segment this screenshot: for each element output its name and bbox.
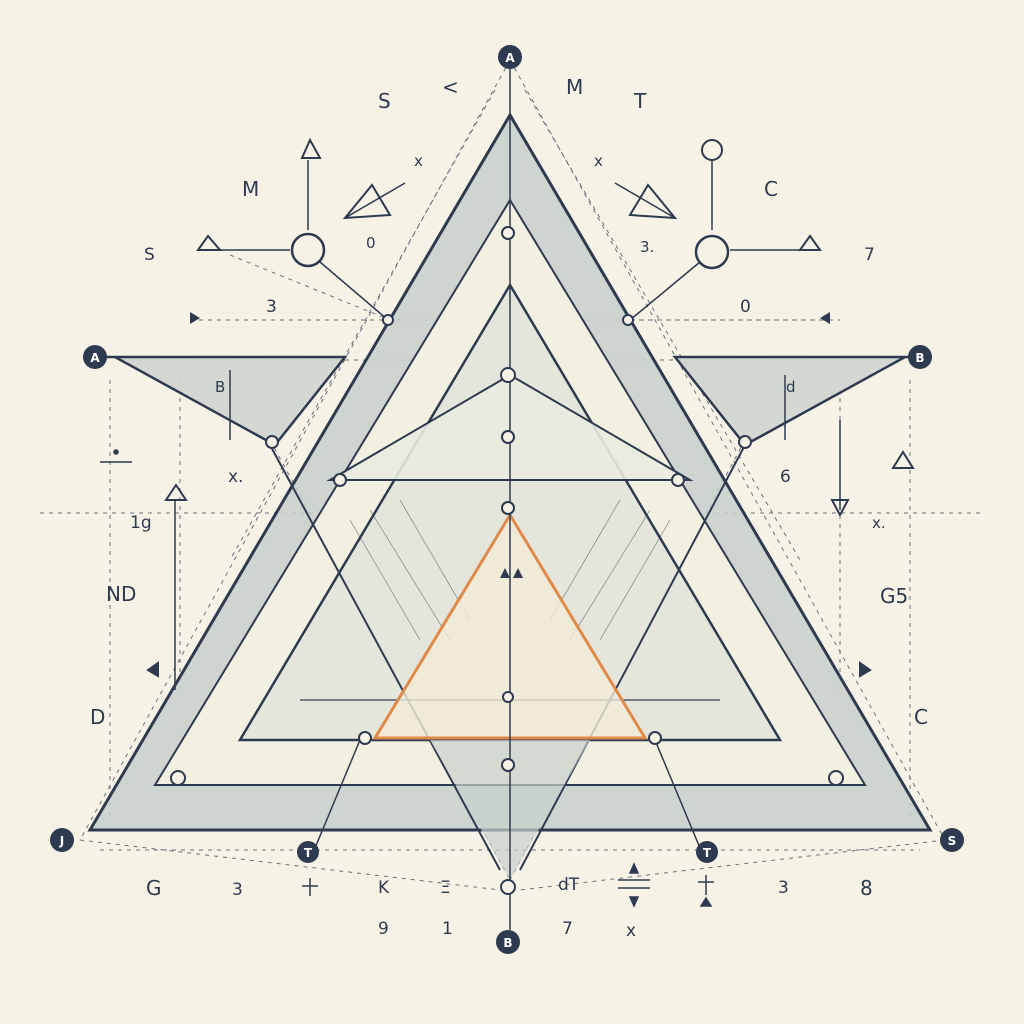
tag-left: T: [297, 841, 319, 863]
label-left-nd: ND: [106, 582, 136, 606]
label-right-7: 7: [864, 245, 875, 265]
label-lower-1: 1: [442, 919, 453, 939]
label-cross-right: x: [594, 152, 603, 170]
label-right-d: d: [786, 378, 796, 396]
badge-left: A: [83, 345, 107, 369]
badge-left-label: A: [90, 351, 100, 365]
label-left-19: 1g: [130, 513, 152, 533]
label-dash-left-3: 3: [266, 297, 277, 317]
tag-right: T: [696, 841, 718, 863]
badge-bottom-right: S: [940, 828, 964, 852]
label-upper-left-m: M: [242, 177, 259, 201]
badge-bottom-left-label: J: [59, 834, 64, 848]
badge-bottom-left: J: [50, 828, 74, 852]
small-shapes: [146, 137, 915, 678]
label-right-x: x.: [872, 514, 886, 532]
right-flag: [672, 355, 925, 447]
badge-top-label: A: [505, 51, 515, 65]
label-left-s: S: [144, 245, 155, 265]
label-bottom-g: G: [146, 876, 162, 900]
label-mid-right-3: 3.: [640, 238, 654, 256]
left-flag: [95, 355, 348, 447]
badge-right: B: [908, 345, 932, 369]
label-top-lt: <: [442, 75, 459, 99]
label-bottom-dt: dT: [558, 875, 580, 895]
label-mid-left-0: 0: [366, 234, 376, 252]
label-top-m: M: [566, 75, 583, 99]
label-upper-right-c: C: [764, 177, 778, 201]
connector-lines: [174, 160, 841, 861]
label-lower-7: 7: [562, 919, 573, 939]
label-lower-9: 9: [378, 919, 389, 939]
label-left-x: x.: [228, 467, 243, 487]
label-bottom-3a: 3: [232, 880, 243, 900]
label-right-c: C: [914, 705, 928, 729]
label-lower-x: x: [626, 921, 636, 941]
label-bottom-3b: 3: [778, 878, 789, 898]
hatch-lines: [349, 499, 671, 641]
label-right-g5: G5: [880, 584, 908, 608]
badge-right-label: B: [915, 351, 924, 365]
badge-top: A: [498, 45, 522, 69]
label-cross-left: x: [414, 152, 423, 170]
label-bottom-8: 8: [860, 876, 873, 900]
label-left-d: D: [90, 705, 105, 729]
nodes: [170, 139, 844, 895]
badge-bottom: B: [496, 930, 520, 954]
badge-bottom-right-label: S: [948, 834, 957, 848]
label-dash-right-0: 0: [740, 297, 751, 317]
label-top-t: T: [633, 89, 647, 113]
label-bottom-k: K: [378, 878, 390, 898]
badge-bottom-label: B: [503, 936, 512, 950]
label-bottom-e: Ξ: [440, 878, 451, 898]
labels: S < M T M C S 7 x x 0 3. 3 0 B d x. 6 1g…: [90, 75, 928, 941]
tag-right-label: T: [703, 846, 712, 860]
tag-left-label: T: [304, 846, 313, 860]
label-right-6: 6: [780, 467, 791, 487]
label-top-s: S: [378, 89, 391, 113]
tick-marks: [100, 449, 714, 908]
label-left-b: B: [215, 378, 225, 396]
